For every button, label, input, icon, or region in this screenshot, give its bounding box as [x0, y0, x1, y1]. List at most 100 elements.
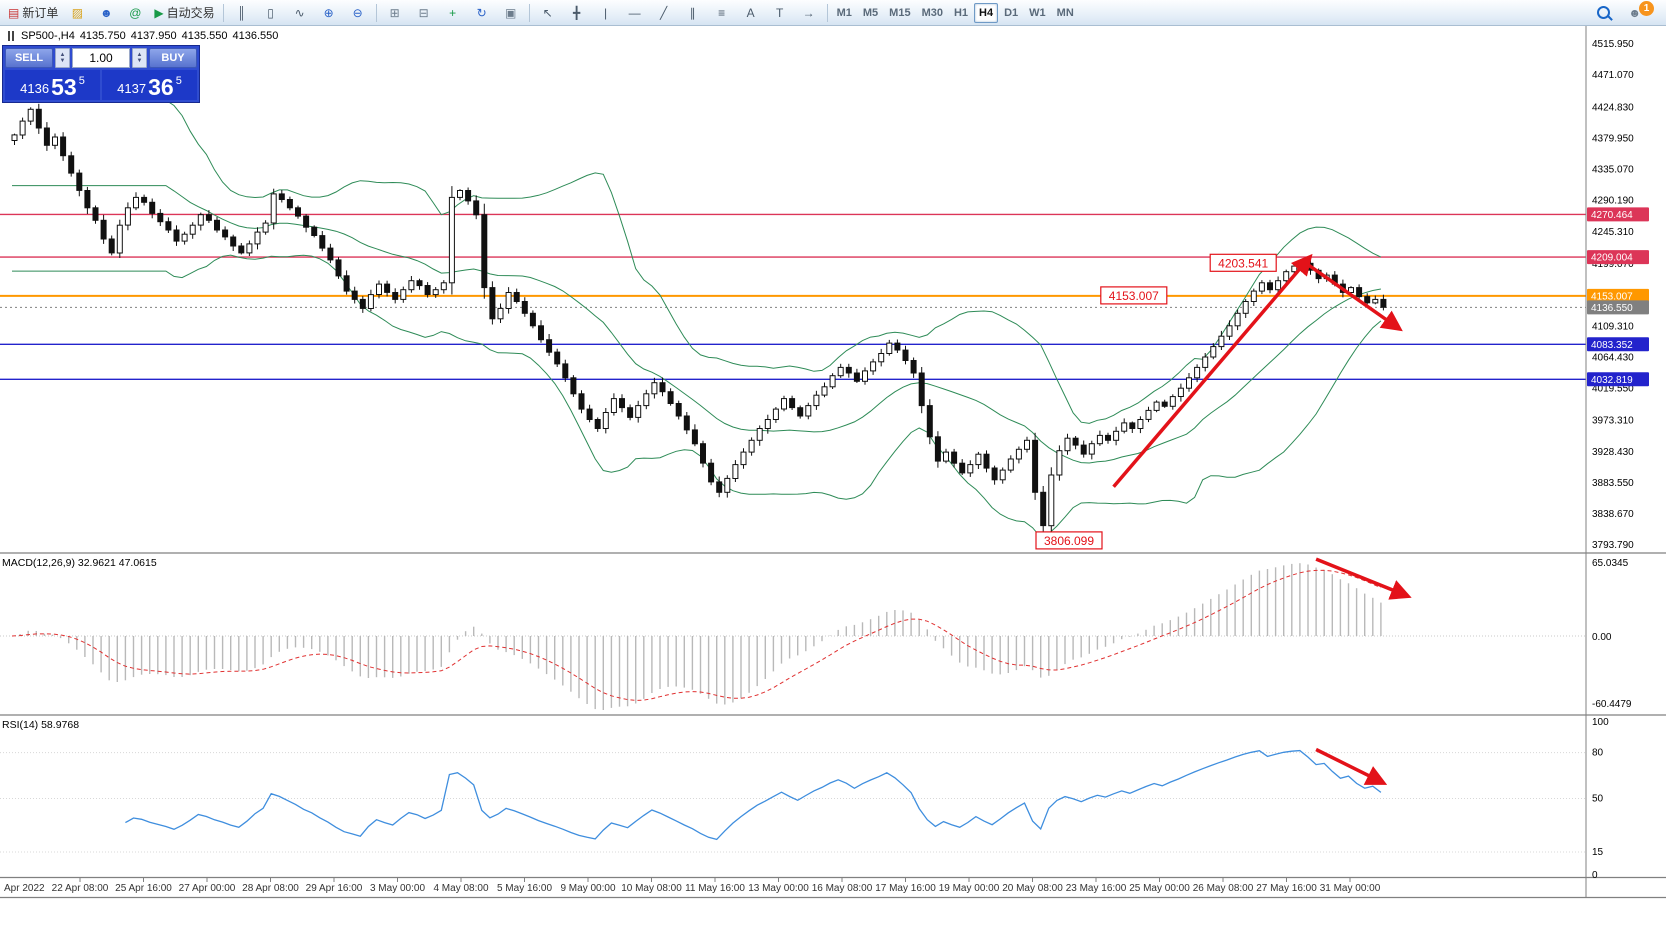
text-label-icon: T [775, 5, 784, 20]
zoom-in-button[interactable]: ⊕ [315, 2, 343, 24]
chart-shift-button[interactable]: ▣ [497, 2, 525, 24]
timeframe-button-d1[interactable]: D1 [1004, 6, 1019, 19]
crosshair-tool-button[interactable]: ╋ [563, 2, 591, 24]
timeframe-button-m30[interactable]: M30 [921, 6, 943, 19]
candle-body [335, 259, 342, 277]
timeframe-button-mn[interactable]: MN [1056, 6, 1074, 19]
bollinger-upper-line[interactable] [12, 99, 1382, 424]
price-tag-label: 4032.819 [1591, 375, 1633, 386]
sell-button[interactable]: SELL [5, 48, 53, 68]
text-label-tool-button[interactable]: T [766, 2, 794, 24]
axis-price-label: 3973.310 [1592, 416, 1634, 427]
candle-body [19, 120, 26, 136]
channel-tool-button[interactable]: ∥ [679, 2, 707, 24]
candle-body [319, 235, 326, 249]
price-tag-label: 4209.004 [1591, 253, 1633, 264]
price-tag-label: 4136.550 [1591, 303, 1633, 314]
candle-body [1072, 437, 1079, 446]
candle-body [1242, 301, 1249, 314]
timeframe-button-m15[interactable]: M15 [889, 6, 911, 19]
date-label: 17 May 16:00 [875, 883, 936, 894]
timeframe-button-w1[interactable]: W1 [1029, 6, 1046, 19]
axis-price-label: 4199.070 [1592, 259, 1634, 270]
fibonacci-tool-button[interactable]: ≡ [708, 2, 736, 24]
bollinger-middle-line[interactable] [12, 185, 1381, 464]
candle-body [886, 342, 893, 355]
order-controls-row: SELL ▲ ▼ ▲ ▼ BUY [5, 48, 197, 68]
candle-body [68, 155, 75, 174]
candle-body [108, 238, 115, 254]
candle-body [92, 207, 99, 221]
trendline-tool-button[interactable]: ╱ [650, 2, 678, 24]
candle-body [286, 199, 293, 209]
auto-scroll-button[interactable]: ↻ [468, 2, 496, 24]
price-annotation-label: 4153.007 [1109, 289, 1159, 303]
candle-body [1267, 282, 1273, 291]
terminal-button[interactable]: ☻ [92, 2, 120, 24]
account-button[interactable]: ☻ 1 [1624, 1, 1658, 24]
bar-chart-button[interactable]: ║ [228, 2, 256, 24]
price-tag-label: 4153.007 [1591, 291, 1633, 302]
candle-body [116, 224, 123, 254]
candle-body [214, 219, 220, 231]
new-order-button[interactable]: ▤ 新订单 [4, 2, 62, 24]
candle-body [1056, 450, 1063, 476]
rsi-line[interactable] [125, 749, 1382, 841]
buy-price-button[interactable]: 4137 36 5 [102, 70, 197, 100]
arrows-tool-button[interactable]: → [795, 2, 823, 24]
fibonacci-icon: ≡ [718, 5, 726, 20]
bollinger-lower-line[interactable] [12, 254, 1382, 538]
candle-body [821, 386, 828, 396]
auto-trading-button[interactable]: ▶ 自动交易 [150, 2, 218, 24]
toolbar: ▤ 新订单 ▨ ☻ @ ▶ 自动交易 ║ ▯ ∿ ⊕ ⊖ ⊞ ⊟ + ↻ ▣ ↖… [0, 0, 1666, 26]
add-indicator-button[interactable]: + [439, 2, 467, 24]
trend-arrow[interactable] [1315, 747, 1388, 785]
date-label: 16 May 08:00 [812, 883, 873, 894]
volume-increment-spinner[interactable]: ▲ ▼ [132, 48, 147, 68]
timeframe-button-m5[interactable]: M5 [862, 6, 879, 19]
candlestick-icon: ▯ [267, 5, 274, 20]
timeframe-button-m1[interactable]: M1 [836, 6, 852, 19]
trend-arrow[interactable] [1306, 263, 1403, 332]
price-tag-label: 4270.464 [1591, 210, 1633, 221]
price-annotation-box[interactable] [1209, 253, 1277, 272]
buy-button[interactable]: BUY [149, 48, 197, 68]
candle-body [975, 453, 982, 466]
candle-body [586, 408, 593, 421]
user-icon: ☻ [1628, 5, 1641, 20]
candle-body [764, 419, 771, 429]
cursor-tool-button[interactable]: ↖ [534, 2, 562, 24]
sell-price-sup: 5 [78, 75, 85, 87]
cascade-windows-button[interactable]: ⊟ [410, 2, 438, 24]
candle-body [529, 312, 536, 327]
candle-body [84, 190, 91, 209]
community-button[interactable]: @ [121, 2, 149, 24]
candle-body [521, 301, 528, 314]
volume-input[interactable] [73, 49, 129, 67]
price-tag [1587, 337, 1649, 352]
tile-windows-button[interactable]: ⊞ [381, 2, 409, 24]
text-tool-button[interactable]: A [737, 2, 765, 24]
volume-decrement-spinner[interactable]: ▲ ▼ [55, 48, 70, 68]
candle-body [11, 134, 18, 141]
candle-body [772, 408, 779, 421]
timeframe-button-h1[interactable]: H1 [953, 6, 969, 19]
timeframe-button-h4[interactable]: H4 [974, 2, 999, 23]
vertical-line-tool-button[interactable]: | [592, 2, 620, 24]
candle-body [457, 190, 463, 198]
price-annotation-box[interactable] [1035, 531, 1103, 550]
trend-arrow[interactable] [1315, 557, 1412, 600]
candlestick-button[interactable]: ▯ [257, 2, 285, 24]
profiles-button[interactable]: ▨ [63, 2, 91, 24]
line-chart-button[interactable]: ∿ [286, 2, 314, 24]
price-annotation-box[interactable] [1100, 286, 1168, 305]
trend-arrow[interactable] [1112, 253, 1313, 488]
one-click-trading-panel: SELL ▲ ▼ ▲ ▼ BUY 4136 53 5 4137 36 [2, 45, 200, 103]
sell-price-button[interactable]: 4136 53 5 [5, 70, 100, 100]
candle-body [1210, 346, 1217, 358]
search-button[interactable] [1589, 2, 1617, 24]
zoom-out-button[interactable]: ⊖ [344, 2, 372, 24]
horizontal-line-tool-button[interactable]: — [621, 2, 649, 24]
chart-shift-icon: ▣ [504, 5, 517, 20]
